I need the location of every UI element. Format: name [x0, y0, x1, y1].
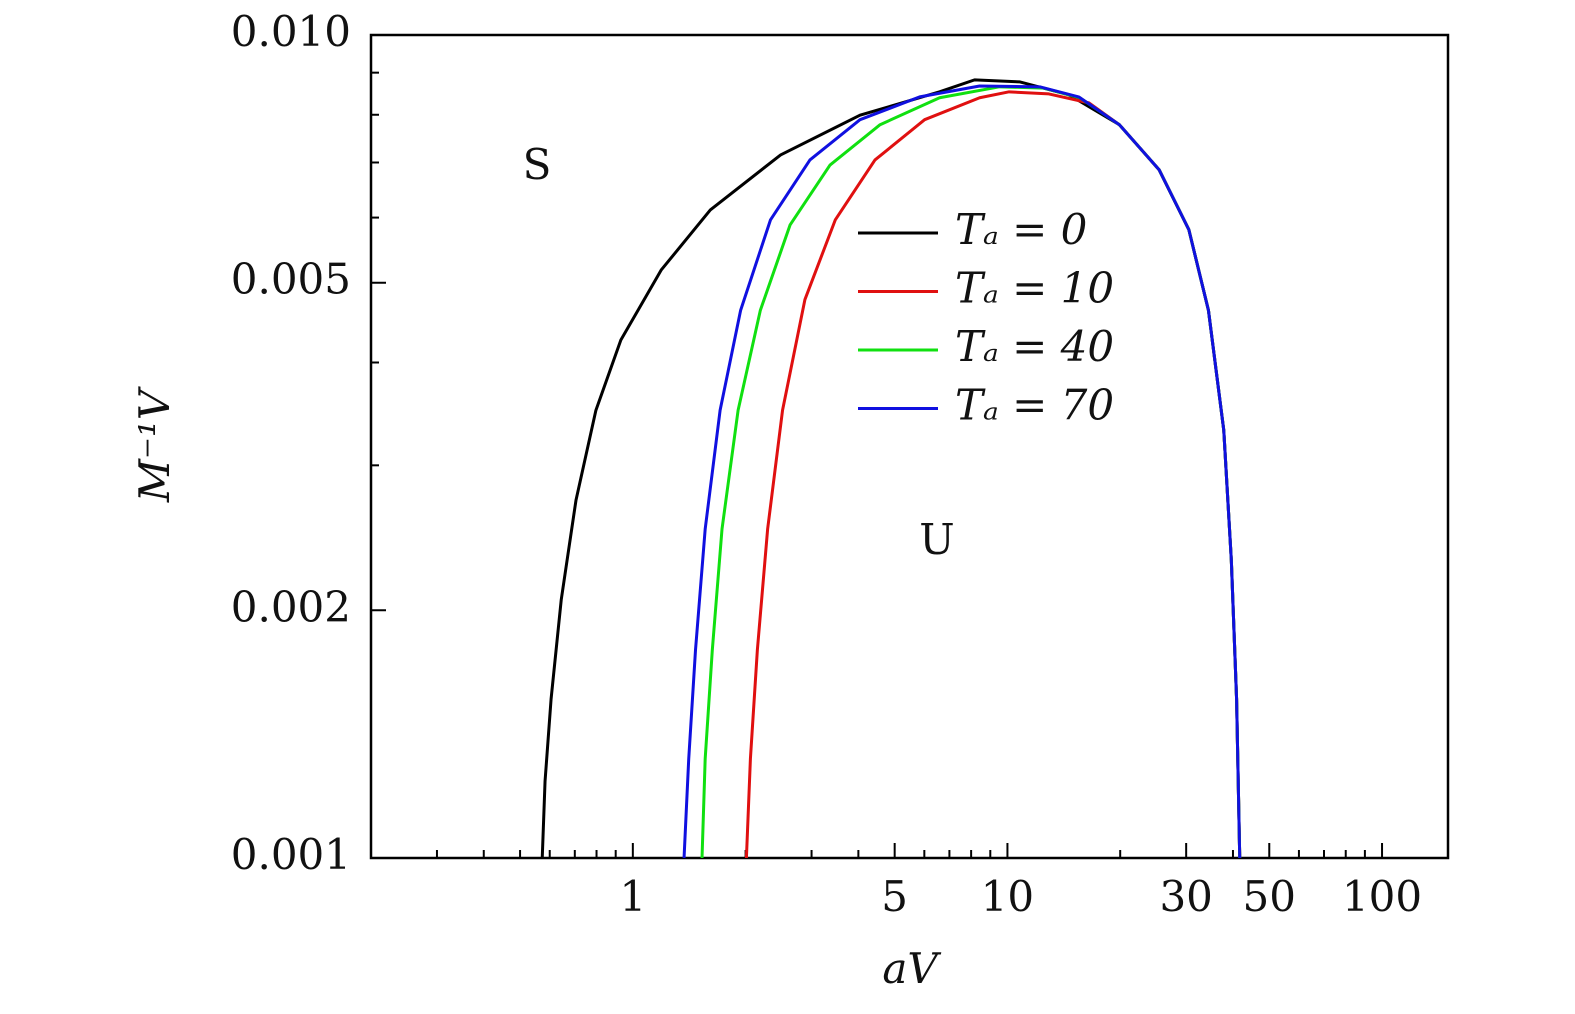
y-tick-label: 0.005 [231, 255, 351, 304]
x-tick-label: 1 [619, 872, 646, 921]
annotation: U [919, 515, 954, 564]
legend-label: Tₐ = 40 [955, 322, 1114, 371]
data-line [682, 84, 1242, 859]
x-tick-label: 50 [1243, 872, 1296, 921]
annotation: S [523, 140, 552, 189]
x-tick-label: 30 [1159, 872, 1212, 921]
legend-label: Tₐ = 0 [955, 205, 1087, 254]
x-tick-label: 100 [1342, 872, 1422, 921]
x-axis-label: aV [882, 944, 941, 993]
legend-label: Tₐ = 10 [955, 264, 1114, 313]
x-tick-label: 10 [981, 872, 1034, 921]
y-tick-label: 0.002 [231, 582, 351, 631]
y-tick-label: 0.001 [231, 830, 351, 879]
y-tick-label: 0.010 [231, 7, 351, 56]
legend-label: Tₐ = 70 [955, 381, 1114, 430]
plot-frame [369, 33, 1450, 860]
x-tick-label: 5 [881, 872, 908, 921]
y-axis-label: M⁻¹V [130, 386, 179, 503]
data-line [540, 78, 1242, 859]
